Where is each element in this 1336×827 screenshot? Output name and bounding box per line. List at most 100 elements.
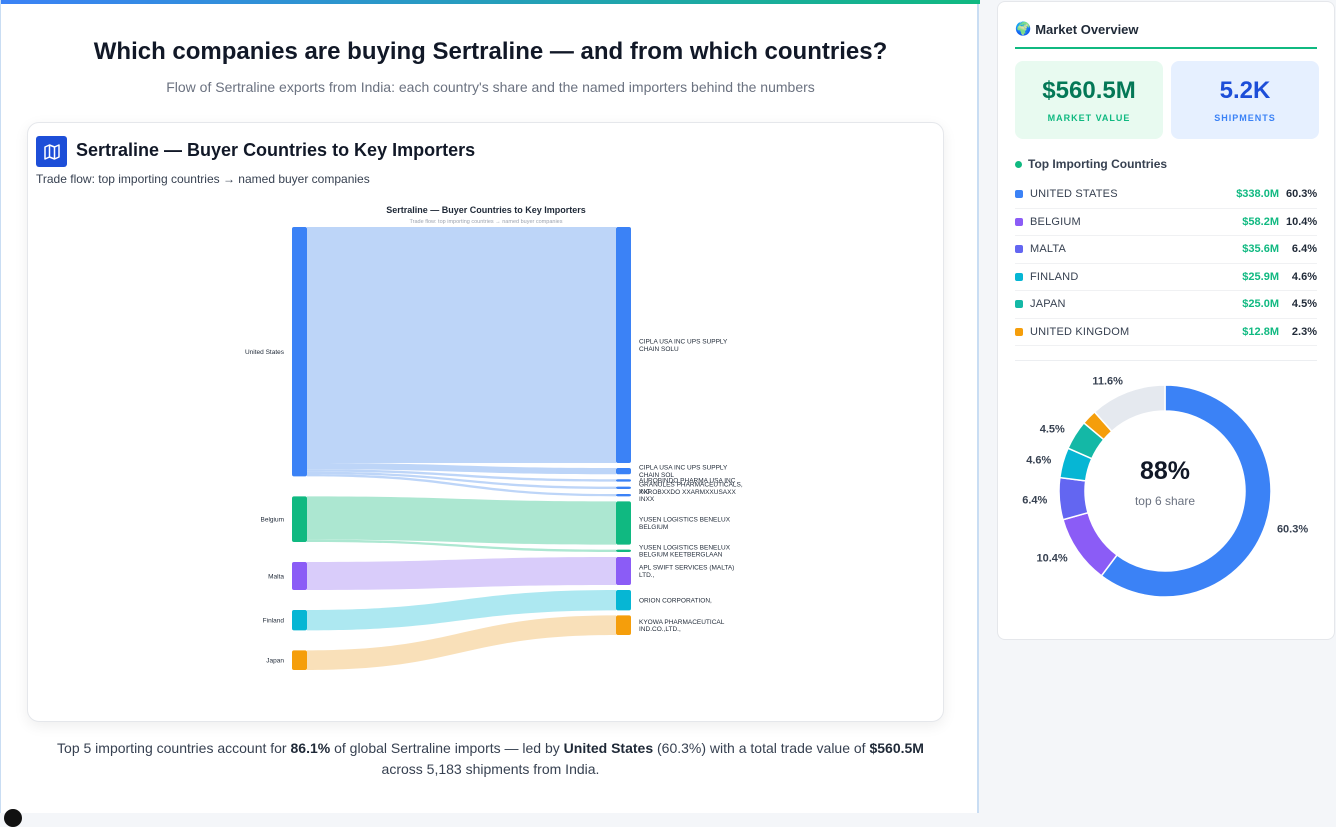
card-subtitle: Trade flow: top importing countries → na… (36, 172, 370, 186)
sankey-target-label: IND.CO.,LTD., (639, 626, 681, 633)
sankey-target-label: CHAIN SOL (639, 472, 674, 479)
sankey-target-node (616, 467, 631, 475)
sankey-source-label: Malta (268, 573, 284, 580)
sankey-link (307, 471, 616, 489)
country-share: 4.5% (1291, 298, 1317, 311)
sankey-links (307, 227, 616, 670)
donut-slice (1058, 476, 1089, 521)
share-donut-chart: 60.3% 10.4% 6.4% 4.6% 4.5% 11.6% 88% top 6 sh… (1022, 376, 1308, 598)
country-value: $12.8M (1242, 325, 1279, 338)
sankey-source-node (292, 561, 307, 590)
market-overview-panel: 🌍 Market Overview $560.5M MARKET VALUE 5… (997, 1, 1335, 640)
sankey-source-node (292, 650, 307, 670)
country-name: FINLAND (1030, 270, 1079, 283)
sankey-target-node (616, 479, 631, 482)
sankey-target-label: CHAIN SOLU (639, 346, 679, 353)
summary-leader: United States (563, 740, 654, 756)
sankey-target-label: INXX (639, 496, 655, 503)
sankey-link (307, 589, 616, 631)
market-value-label: MARKET VALUE (1047, 113, 1131, 123)
donut-slice (1093, 384, 1166, 433)
sankey-source-label: Belgium (261, 517, 284, 524)
donut-labels: 60.3% 10.4% 6.4% 4.6% 4.5% 11.6% (1022, 376, 1308, 565)
country-row: MALTA $35.6M 6.4% (1015, 236, 1317, 264)
market-value: $560.5M (1042, 77, 1136, 104)
donut-slice-label: 4.5% (1040, 424, 1065, 436)
map-icon (36, 136, 67, 167)
sankey-link (307, 556, 616, 590)
country-name: BELGIUM (1030, 215, 1081, 228)
country-row: BELGIUM $58.2M 10.4% (1015, 209, 1317, 236)
list-divider (1015, 360, 1317, 361)
sankey-target-node (616, 615, 631, 635)
donut-slice-label: 6.4% (1022, 495, 1047, 507)
page-subtitle: Flow of Sertraline exports from India: e… (166, 79, 815, 95)
donut-slice-label: 11.6% (1092, 376, 1123, 388)
country-color-swatch (1015, 327, 1023, 336)
market-value-kpi: $560.5M MARKET VALUE (1015, 61, 1163, 139)
sankey-labels: United States Belgium Malta Finland Japan CIP… (245, 339, 743, 665)
sankey-target-label: CIPLA USA INC UPS SUPPLY (639, 465, 728, 472)
country-name: JAPAN (1030, 298, 1066, 311)
donut-center-label: top 6 share (1135, 494, 1195, 508)
sankey-target-node (616, 549, 631, 552)
sankey-source-label: United States (245, 349, 285, 356)
shipments-label: SHIPMENTS (1214, 113, 1276, 123)
summary-share: 86.1% (290, 740, 331, 756)
panel-divider (1015, 47, 1317, 49)
country-value: $338.0M (1236, 188, 1279, 201)
sankey-source-node (292, 609, 307, 631)
country-value: $58.2M (1242, 215, 1279, 228)
shipments-kpi: 5.2K SHIPMENTS (1171, 61, 1319, 139)
sankey-target-label: BELGIUM KEETBERGLAAN (639, 552, 723, 559)
donut-center-value: 88% (1140, 457, 1190, 485)
country-list: UNITED STATES $338.0M 60.3% BELGIUM $58.2M 10… (1015, 181, 1317, 346)
donut-slice-label: 4.6% (1026, 454, 1051, 466)
sankey-target-label: BELGIUM (639, 524, 668, 531)
country-color-swatch (1015, 190, 1023, 199)
sankey-chart: Sertraline — Buyer Countries to Key Impo… (245, 205, 743, 670)
sankey-target-node (616, 589, 631, 611)
sankey-target-label: APL SWIFT SERVICES (MALTA) (639, 565, 734, 572)
sankey-link (307, 473, 616, 497)
country-name: UNITED KINGDOM (1030, 325, 1130, 338)
country-color-swatch (1015, 272, 1023, 281)
sankey-link (307, 615, 616, 670)
sankey-source-label: Japan (266, 658, 284, 665)
country-color-swatch (1015, 245, 1023, 254)
sankey-target-label: CIPLA USA INC UPS SUPPLY (639, 339, 728, 346)
sankey-target-node (616, 493, 631, 497)
sankey-target-node (616, 227, 631, 463)
country-color-swatch (1015, 217, 1023, 226)
sankey-target-label: XXROBXXDO XXARMXXUSAXX (639, 489, 736, 496)
country-share: 2.3% (1291, 325, 1317, 338)
sankey-link (307, 227, 616, 463)
sankey-link (307, 496, 616, 545)
country-row: UNITED KINGDOM $12.8M 2.3% (1015, 319, 1317, 346)
donut-slice (1062, 511, 1119, 577)
donut-slice-label: 10.4% (1036, 553, 1067, 565)
accent-stripe (1, 0, 980, 4)
sankey-source-node (292, 496, 307, 542)
country-value: $35.6M (1242, 243, 1279, 256)
sankey-target-label: GRANULES PHARMACEUTICALS, (639, 481, 743, 488)
sankey-link (307, 469, 616, 482)
country-value: $25.0M (1242, 298, 1279, 311)
sankey-target-label: INC (639, 489, 651, 496)
country-name: MALTA (1030, 243, 1067, 256)
card-title: Sertraline — Buyer Countries to Key Impo… (76, 140, 476, 160)
country-share: 60.3% (1286, 188, 1318, 201)
help-bubble-icon[interactable] (4, 809, 22, 827)
country-row: FINLAND $25.9M 4.6% (1015, 264, 1317, 291)
shipments-value: 5.2K (1219, 77, 1271, 104)
summary-text: Top 5 importing countries account for 86… (57, 740, 924, 777)
panel-header: 🌍 Market Overview (1015, 21, 1139, 37)
country-name: UNITED STATES (1030, 188, 1118, 201)
sankey-target-label: AUROBINDO PHARMA USA INC (639, 478, 736, 485)
sankey-target-label: KYOWA PHARMACEUTICAL (639, 619, 725, 626)
country-share: 6.4% (1291, 243, 1317, 256)
donut-slices (1058, 384, 1272, 598)
summary-total: $560.5M (869, 740, 924, 756)
country-value: $25.9M (1242, 270, 1279, 283)
sankey-source-label: Finland (263, 618, 285, 625)
